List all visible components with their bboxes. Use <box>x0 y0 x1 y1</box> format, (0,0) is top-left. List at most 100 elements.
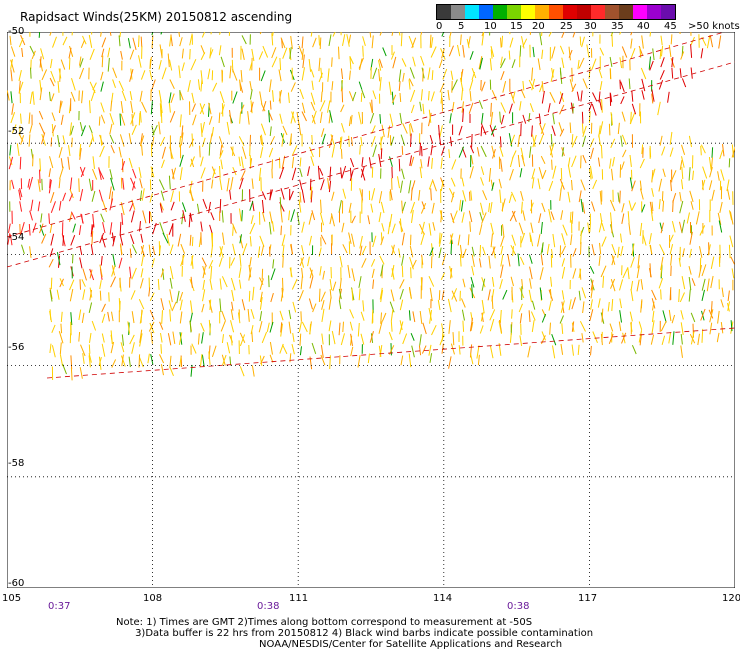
wind-barb <box>380 201 385 214</box>
wind-barb <box>641 204 646 213</box>
wind-barb <box>160 298 165 311</box>
wind-barb <box>98 167 102 181</box>
wind-barb <box>210 265 213 280</box>
wind-barb <box>21 47 24 58</box>
lat-label: -58 <box>8 458 25 469</box>
wind-barb <box>671 220 676 233</box>
wind-barb <box>710 301 713 313</box>
wind-barb <box>150 354 154 365</box>
wind-barb <box>370 258 376 267</box>
wind-barb <box>541 313 547 323</box>
wind-barb <box>220 320 227 332</box>
wind-barb <box>391 32 394 36</box>
wind-barb <box>480 312 484 322</box>
wind-barb <box>82 35 87 45</box>
wind-barb <box>159 321 164 330</box>
wind-barb <box>420 32 423 36</box>
wind-barb <box>418 189 421 201</box>
wind-barb <box>419 101 422 112</box>
wind-barb <box>88 34 93 48</box>
wind-barb <box>361 168 366 181</box>
wind-barb <box>499 309 502 323</box>
wind-barb <box>619 279 624 291</box>
wind-barb <box>710 157 713 171</box>
wind-barb <box>159 44 163 58</box>
wind-barb <box>190 364 193 377</box>
wind-barb <box>78 178 80 193</box>
wind-barb <box>378 153 382 168</box>
wind-barb <box>561 266 566 279</box>
wind-barb <box>511 191 517 202</box>
wind-barb <box>181 62 185 72</box>
wind-barb <box>440 272 446 281</box>
wind-barb <box>250 101 254 113</box>
wind-barb <box>709 166 713 178</box>
wind-barb <box>481 112 484 124</box>
legend-swatch <box>535 5 549 19</box>
wind-barb <box>361 89 366 99</box>
wind-barb <box>571 179 573 191</box>
wind-barb <box>481 32 485 46</box>
wind-barb <box>490 45 495 58</box>
legend-swatch <box>493 5 507 19</box>
wind-barb <box>409 245 414 258</box>
wind-barb <box>101 313 106 323</box>
wind-barb <box>571 297 576 310</box>
wind-barb <box>132 37 137 51</box>
wind-barb <box>79 166 84 176</box>
wind-barb <box>590 284 594 299</box>
wind-barb <box>531 78 536 91</box>
wind-barb <box>409 124 411 137</box>
wind-barb <box>429 34 432 48</box>
wind-barb <box>630 38 633 49</box>
wind-barb <box>361 157 364 167</box>
wind-barb <box>27 178 31 188</box>
wind-barb <box>730 256 735 265</box>
wind-barb <box>462 108 464 123</box>
wind-barb <box>582 154 587 164</box>
wind-barb <box>398 158 401 172</box>
wind-barb <box>230 335 233 346</box>
wind-barb <box>119 134 125 147</box>
wind-barb <box>658 278 664 289</box>
wind-barb <box>441 253 447 266</box>
wind-barb <box>401 58 407 67</box>
wind-barb <box>722 144 725 157</box>
wind-barb <box>149 322 155 334</box>
legend-swatch <box>451 5 465 19</box>
wind-barb <box>648 233 652 245</box>
swath-edge-line <box>7 61 735 268</box>
wind-barb <box>391 91 394 105</box>
wind-barb <box>539 287 543 300</box>
wind-barb <box>351 288 354 301</box>
wind-barb <box>361 245 367 256</box>
wind-barb <box>509 37 514 48</box>
wind-barb <box>300 275 303 290</box>
wind-barb <box>449 136 452 147</box>
wind-barb <box>201 303 205 313</box>
wind-barb <box>100 102 105 113</box>
wind-barb <box>319 100 326 112</box>
legend-swatch <box>605 5 619 19</box>
wind-barb <box>271 33 274 46</box>
wind-barb <box>430 46 437 58</box>
wind-barb <box>360 92 363 102</box>
wind-barb <box>88 302 93 314</box>
wind-barb <box>178 65 181 79</box>
wind-barb <box>100 71 104 81</box>
wind-barb <box>728 210 733 221</box>
wind-barb <box>490 111 494 125</box>
wind-barb <box>462 190 467 202</box>
wind-barb <box>262 45 269 58</box>
wind-barb <box>440 91 443 104</box>
wind-barb <box>71 32 73 36</box>
wind-barb <box>538 113 542 125</box>
wind-barb <box>559 188 562 201</box>
wind-barb <box>327 178 330 190</box>
wind-barb <box>399 218 402 233</box>
wind-barb <box>129 49 135 60</box>
wind-barb <box>630 256 635 268</box>
wind-barb <box>348 202 352 213</box>
wind-barb <box>490 233 493 248</box>
wind-barb <box>251 178 254 189</box>
